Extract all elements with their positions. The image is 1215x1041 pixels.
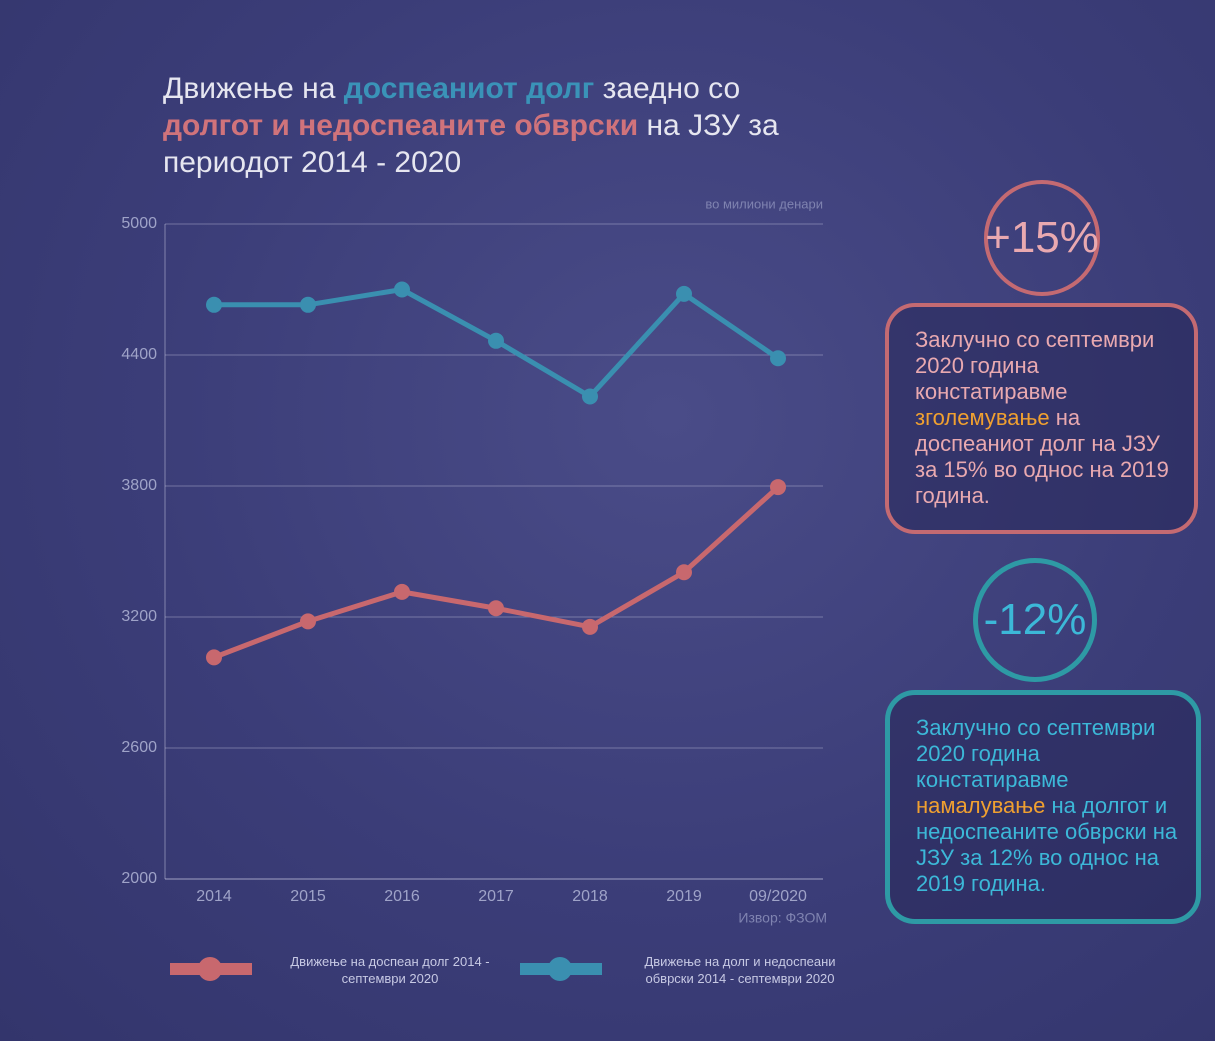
data-point — [206, 297, 222, 313]
title-segment: Движење на — [163, 72, 344, 105]
data-point — [206, 649, 222, 665]
infographic: 2000 2600 3200 3800 4400 5000 во милиони денар… — [0, 0, 1215, 1041]
y-tick-label: 3800 — [121, 477, 157, 494]
x-tick-label: 2017 — [478, 888, 514, 905]
x-tick-label: 2014 — [196, 888, 232, 905]
annotation-box: Заклучно со септември 2020 година конста… — [885, 690, 1201, 924]
y-tick-label: 2000 — [121, 870, 157, 887]
title-segment: доспеаниот долг — [344, 72, 595, 105]
series-line — [214, 487, 778, 657]
x-tick-label: 2019 — [666, 888, 702, 905]
data-point — [300, 613, 316, 629]
legend-label: Движење на доспеан долг 2014 - септември… — [280, 953, 500, 987]
badge: -12% — [973, 558, 1097, 682]
y-tick-label: 4400 — [121, 346, 157, 363]
data-point — [394, 584, 410, 600]
data-point — [770, 479, 786, 495]
x-tick-label: 09/2020 — [749, 888, 807, 905]
data-point — [300, 297, 316, 313]
highlight: зголемување — [915, 405, 1050, 430]
source: Извор: ФЗОМ — [738, 910, 827, 926]
annotation-text: Заклучно со септември 2020 година конста… — [916, 715, 1155, 792]
data-point — [676, 286, 692, 302]
title-segment: долгот и недоспеаните обврски — [163, 109, 638, 142]
unit-label: во милиони денари — [705, 196, 823, 211]
y-tick-label: 2600 — [121, 739, 157, 756]
legend-marker — [198, 957, 222, 981]
annotation-box: Заклучно со септември 2020 година конста… — [885, 303, 1198, 534]
legend-label: Движење на долг и недоспеани обврски 201… — [630, 953, 850, 987]
x-tick-label: 2015 — [290, 888, 326, 905]
data-point — [582, 388, 598, 404]
data-point — [770, 350, 786, 366]
legend-marker — [548, 957, 572, 981]
data-point — [676, 564, 692, 580]
data-point — [582, 619, 598, 635]
badge: +15% — [984, 180, 1100, 296]
highlight: намалување — [916, 793, 1045, 818]
x-tick-label: 2016 — [384, 888, 420, 905]
data-point — [394, 282, 410, 298]
y-tick-label: 3200 — [121, 608, 157, 625]
data-point — [488, 333, 504, 349]
y-tick-label: 5000 — [121, 215, 157, 232]
title-segment: заедно со — [594, 72, 740, 105]
chart-title: Движење на доспеаниот долг заедно со дол… — [163, 70, 843, 181]
x-tick-label: 2018 — [572, 888, 608, 905]
annotation-text: Заклучно со септември 2020 година конста… — [915, 327, 1154, 404]
data-point — [488, 600, 504, 616]
